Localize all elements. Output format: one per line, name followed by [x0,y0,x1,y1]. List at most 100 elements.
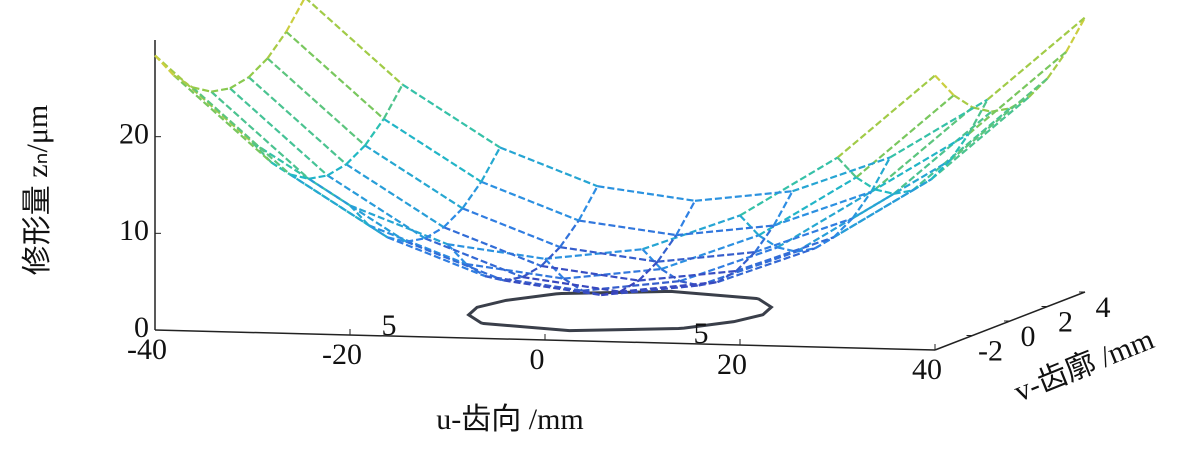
surface-edge [836,74,936,159]
surface-edge [211,87,231,93]
surface-edge [503,276,523,282]
z-tick-label: 10 [119,214,149,247]
surface-edge [229,76,250,90]
contour-label: 5 [382,309,397,342]
surface-edge [289,173,389,239]
surface-edge [289,173,309,180]
surface-edge [191,86,291,176]
surface-edge [986,16,1086,101]
surface-edge [521,265,542,279]
surface-edge [717,247,816,284]
surface-edge [814,236,835,250]
surface-edge [285,0,305,33]
surface-edge [758,234,779,249]
surface-edge [544,248,643,260]
surface-edge [792,156,891,193]
surface-edge [1065,16,1086,53]
surface-edge [949,133,970,162]
surface-edge [601,284,699,297]
surface-edge [559,219,580,248]
surface-edge [911,107,1011,192]
surface-edge [499,146,598,188]
surface-edge [364,118,385,147]
surface-edge [345,163,445,229]
surface-edge [364,144,464,210]
surface-edge [874,106,974,191]
surface-edge [248,76,347,166]
z-tick-label: 0 [134,311,149,344]
surface-edge [893,110,992,195]
surface-edge [642,214,741,251]
surface-edge [675,200,696,236]
surface-edge [619,280,718,293]
surface-edge [382,84,404,120]
surface-edge [934,74,955,97]
surface-edge [657,251,756,263]
surface-edge [480,146,501,183]
surface-edge [754,217,853,254]
surface-edge [773,190,872,227]
surface-edge [772,190,794,227]
surface-edge [716,270,737,284]
y-tick-label: 0 [1021,320,1036,353]
surface-edge [795,192,895,253]
surface-edge [387,236,486,278]
surface-edge [597,185,696,202]
x-tick-label: -20 [322,338,362,371]
surface-edge [967,99,989,135]
surface-edge [739,156,839,217]
surface-edge [870,132,970,193]
surface-edge [442,207,464,228]
surface-edge [949,77,1049,162]
surface-edge [480,180,580,222]
surface-edge [739,214,760,237]
surface-edge [326,174,426,240]
surface-edge [637,260,659,282]
surface-edge [192,86,212,93]
surface-edge [656,234,678,263]
surface-edge [424,226,445,240]
surface-edge [266,31,288,60]
surface-edge [698,250,797,287]
surface-edge [383,117,482,183]
surface-edge [832,217,854,238]
surface-edge [563,267,662,280]
surface-edge [889,98,989,159]
surface-edge [833,178,932,239]
surface-edge [266,57,366,147]
surface-edge [660,268,681,283]
y-tick-label: 2 [1058,305,1073,338]
surface-edge [758,176,857,237]
surface-edge [154,54,175,77]
surface-edge [173,74,194,89]
x-axis-label: u-齿向 /mm [436,403,584,436]
surface-edge [582,280,681,292]
surface-edge [349,204,448,246]
surface-edge [462,207,561,249]
surface-edge [401,83,501,149]
surface-edge [308,174,328,180]
surface-edge [953,94,974,109]
y-tick-label: 4 [1096,291,1111,324]
surface-edge [679,246,778,283]
x-tick-label: 40 [912,353,942,386]
surface-edge [660,234,760,271]
surface-edge [619,279,640,293]
surface-edge [754,224,775,253]
surface-edge [466,262,564,280]
surface-edge [173,74,272,164]
surface-edge [522,275,621,293]
surface-edge [559,246,658,263]
surface-edge [641,248,663,270]
surface-edge [154,54,254,144]
surface-edge [578,219,677,237]
surface-edge [461,181,483,210]
surface-edge [345,144,366,166]
surface-edge [503,279,602,297]
surface-edge [874,188,894,195]
surface-edge [326,163,347,177]
surface-edge [776,188,876,249]
surface-edge [735,236,835,273]
surface-edge [443,226,542,267]
